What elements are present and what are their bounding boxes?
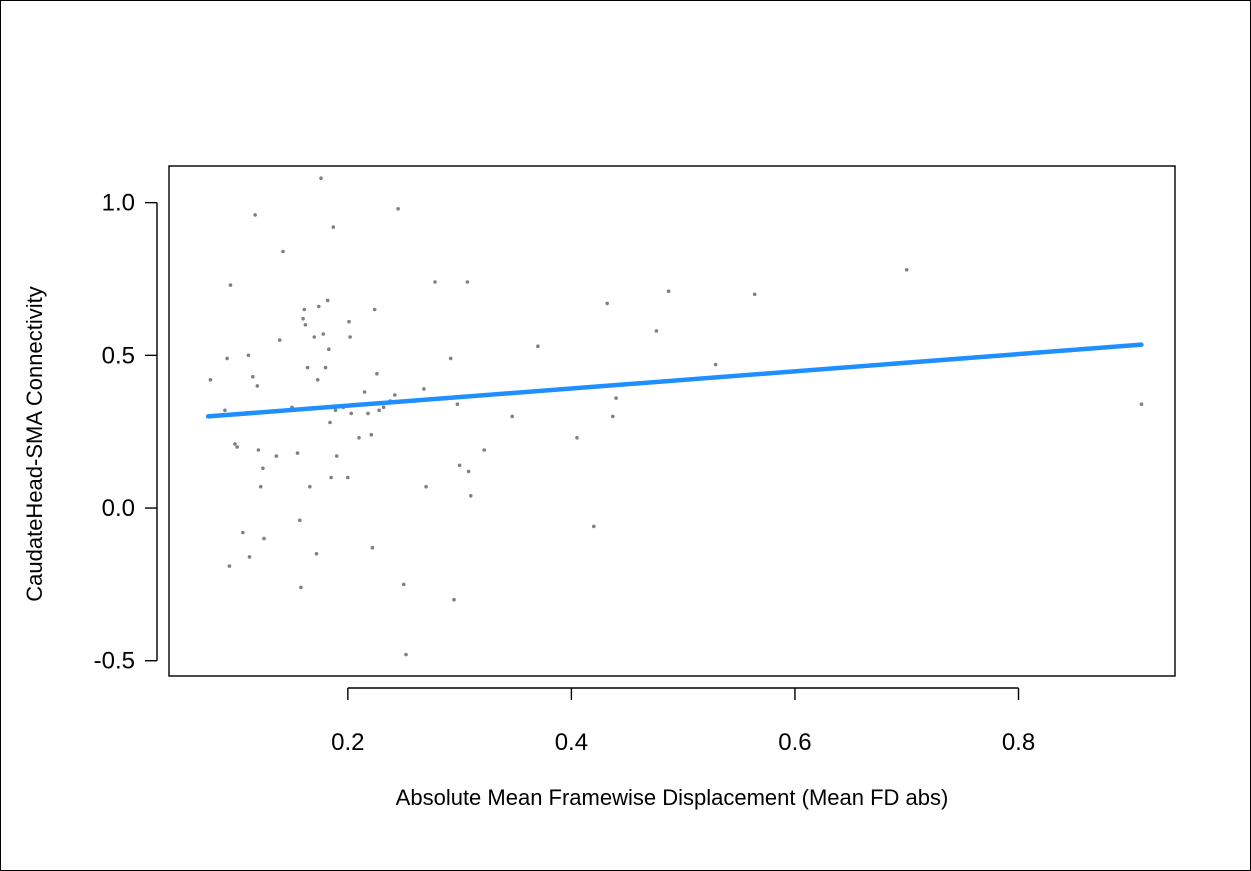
x-axis-label: Absolute Mean Framewise Displacement (Me… — [396, 785, 949, 810]
data-point — [223, 408, 227, 413]
y-tick-label: 0.0 — [102, 495, 135, 522]
data-point — [605, 301, 609, 306]
data-point — [274, 454, 279, 458]
data-point — [253, 213, 257, 217]
data-point — [611, 414, 615, 419]
data-point — [246, 353, 251, 358]
data-point — [752, 292, 757, 297]
data-point — [317, 304, 321, 309]
data-point — [331, 225, 336, 229]
data-point — [614, 396, 618, 400]
data-point — [255, 384, 260, 388]
data-point — [424, 484, 428, 489]
data-point — [319, 176, 323, 180]
data-point — [328, 420, 332, 425]
data-point — [233, 442, 237, 446]
data-point — [333, 408, 338, 413]
data-point — [393, 393, 397, 397]
data-point — [362, 390, 367, 394]
data-point — [455, 402, 460, 407]
data-point — [241, 530, 245, 535]
y-axis: -0.5 0.0 0.5 1.0 — [94, 190, 158, 675]
data-point — [404, 652, 408, 657]
x-tick-label: 0.8 — [1002, 729, 1035, 756]
data-point — [225, 356, 229, 361]
data-point — [346, 475, 350, 480]
data-point — [510, 414, 514, 419]
data-point — [482, 448, 487, 452]
data-point — [369, 432, 374, 437]
data-point — [208, 378, 213, 382]
data-point — [469, 494, 473, 498]
data-point — [256, 448, 261, 452]
data-point — [251, 374, 255, 379]
data-point — [381, 405, 386, 410]
data-point — [302, 307, 307, 312]
data-point — [357, 436, 361, 440]
data-point — [323, 365, 328, 370]
y-tick-label: -0.5 — [94, 648, 135, 675]
y-axis-label: CaudateHead-SMA Connectivity — [22, 286, 47, 602]
data-point — [575, 436, 579, 440]
y-tick-label: 1.0 — [102, 190, 135, 217]
points-layer — [208, 176, 1144, 657]
data-point — [713, 362, 718, 367]
data-point — [370, 545, 375, 550]
data-point — [366, 411, 370, 416]
data-point — [433, 280, 437, 284]
data-point — [301, 316, 305, 321]
data-point — [235, 445, 239, 449]
data-point — [347, 319, 351, 324]
data-point — [372, 307, 377, 312]
data-point — [536, 344, 540, 349]
data-point — [325, 298, 330, 303]
data-point — [377, 408, 381, 413]
data-point — [261, 466, 265, 471]
data-point — [448, 356, 453, 361]
data-point — [262, 536, 266, 541]
data-point — [277, 338, 282, 342]
data-point — [329, 475, 333, 480]
data-point — [334, 454, 339, 458]
data-point — [422, 387, 426, 391]
data-point — [466, 469, 471, 474]
regression-line — [205, 342, 1144, 419]
data-point — [308, 484, 312, 489]
data-point — [298, 518, 302, 523]
data-point — [349, 411, 354, 416]
data-point — [315, 378, 320, 382]
plot-area — [168, 165, 1176, 677]
data-point — [904, 268, 909, 272]
data-point — [457, 463, 462, 468]
x-tick-label: 0.4 — [555, 729, 588, 756]
data-point — [299, 585, 303, 590]
data-point — [465, 280, 470, 284]
data-point — [321, 332, 326, 336]
data-point — [303, 323, 308, 327]
data-point — [258, 484, 263, 489]
data-point — [666, 289, 671, 294]
x-axis: 0.2 0.4 0.6 0.8 — [331, 687, 1035, 756]
data-point — [396, 207, 400, 211]
data-point — [452, 597, 456, 602]
data-point — [228, 283, 233, 287]
data-point — [295, 451, 300, 455]
data-point — [654, 329, 659, 333]
data-point — [281, 249, 285, 254]
data-point — [312, 335, 317, 339]
data-point — [227, 564, 232, 568]
data-point — [314, 552, 319, 556]
data-point — [592, 524, 596, 529]
x-tick-label: 0.2 — [331, 729, 364, 756]
y-tick-label: 0.5 — [102, 342, 135, 369]
data-point — [401, 582, 406, 587]
x-tick-label: 0.6 — [778, 729, 811, 756]
data-point — [375, 371, 379, 376]
data-point — [247, 555, 252, 559]
data-point — [1139, 402, 1144, 407]
data-point — [327, 347, 331, 352]
data-point — [348, 335, 352, 339]
data-point — [305, 365, 310, 370]
